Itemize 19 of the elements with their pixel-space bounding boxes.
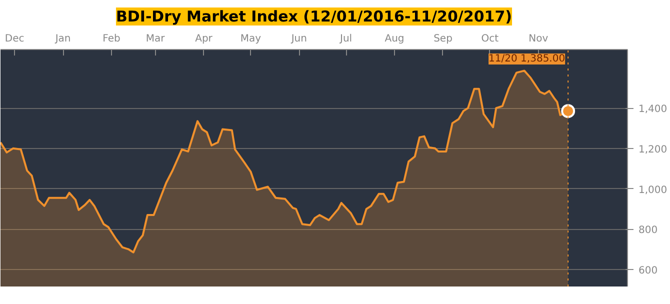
y-tick-label: 1,400: [638, 104, 668, 116]
x-tick-label: Oct: [481, 34, 499, 44]
x-tick-label: Mar: [146, 34, 166, 44]
y-tick-label: 1,200: [638, 144, 668, 156]
y-tick-label: 600: [638, 266, 658, 277]
chart-title: BDI-Dry Market Index (12/01/2016-11/20/2017): [116, 8, 512, 26]
x-tick-label: Feb: [102, 34, 120, 44]
x-tick-label: Apr: [195, 34, 214, 44]
x-tick-label: Jun: [290, 34, 307, 44]
x-tick-label: Jan: [54, 34, 71, 44]
x-tick-label: May: [240, 34, 262, 44]
y-tick-label: 800: [638, 225, 658, 236]
y-tick-label: 1,000: [638, 184, 668, 196]
x-tick-label: Nov: [528, 34, 548, 44]
x-tick-label: Jul: [339, 34, 352, 44]
x-tick-label: Aug: [384, 34, 404, 44]
x-tick-label: Sep: [434, 34, 452, 44]
x-tick-label: Dec: [4, 34, 24, 44]
ref-line-label: 11/20 1,385.00: [488, 54, 566, 64]
